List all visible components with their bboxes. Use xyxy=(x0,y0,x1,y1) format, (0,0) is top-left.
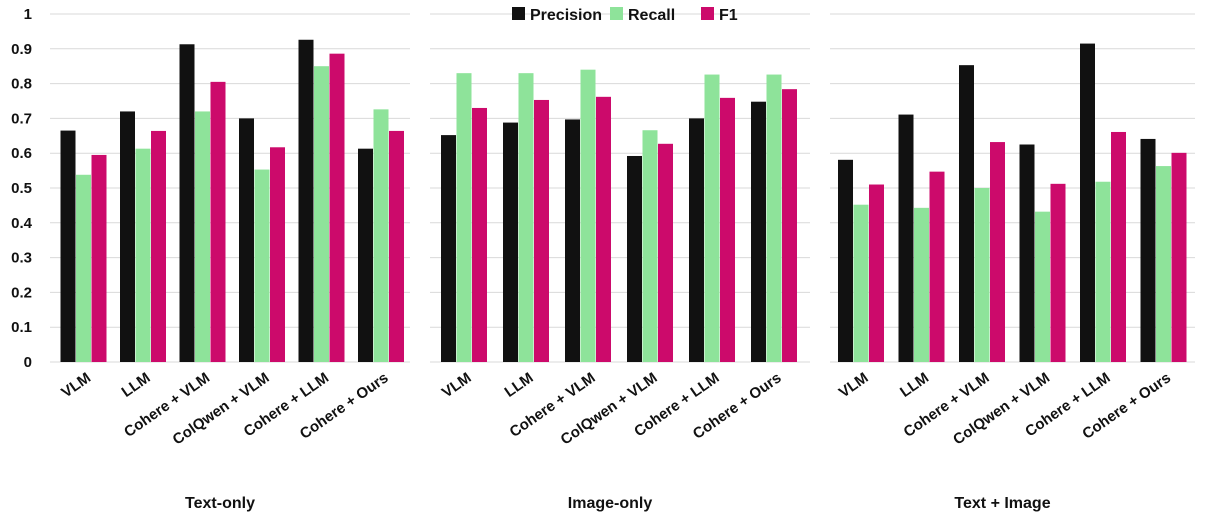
bar-f1 xyxy=(329,53,345,363)
y-tick-label: 0.6 xyxy=(11,145,32,162)
bar-precision xyxy=(358,148,373,362)
y-tick-label: 0 xyxy=(24,354,32,371)
bar-f1 xyxy=(990,142,1005,362)
bar-f1 xyxy=(720,97,735,363)
bar-precision xyxy=(179,44,195,362)
bar-f1 xyxy=(658,143,673,362)
bar-f1 xyxy=(782,89,797,362)
y-tick-label: 0.5 xyxy=(11,180,32,197)
x-category-label: LLM xyxy=(119,369,154,401)
bar-recall xyxy=(518,73,534,362)
legend-swatch-f1 xyxy=(701,7,714,20)
bar-precision xyxy=(60,130,76,362)
bar-f1 xyxy=(151,130,166,362)
bar-recall xyxy=(254,169,270,362)
y-axis: 0 0.1 0.2 0.3 0.4 0.5 0.6 0.7 0.8 0.9 1 xyxy=(11,6,33,371)
bar-precision xyxy=(751,101,766,363)
panel-title: Text-only xyxy=(185,495,255,512)
y-tick-label: 0.8 xyxy=(11,76,32,93)
legend-label: Recall xyxy=(628,7,675,24)
bars xyxy=(60,39,1187,363)
bar-precision xyxy=(959,65,974,362)
bar-f1 xyxy=(91,154,107,362)
legend-label: F1 xyxy=(719,7,738,24)
panel-title: Image-only xyxy=(568,495,653,512)
bar-precision xyxy=(441,135,456,362)
y-tick-label: 1 xyxy=(24,6,32,23)
bar-recall xyxy=(373,109,389,363)
bar-precision xyxy=(627,155,642,362)
y-tick-label: 0.9 xyxy=(11,41,32,58)
y-tick-label: 0.4 xyxy=(11,215,33,232)
x-category-label: LLM xyxy=(897,369,932,401)
x-category-label: VLM xyxy=(836,369,872,401)
bar-f1 xyxy=(596,96,611,362)
bar-recall xyxy=(76,174,91,362)
bar-f1 xyxy=(389,130,404,362)
bar-recall xyxy=(1035,211,1050,362)
bar-recall xyxy=(766,74,782,362)
bar-f1 xyxy=(534,99,549,363)
y-tick-label: 0.1 xyxy=(11,319,32,336)
bar-precision xyxy=(565,119,580,362)
bar-precision xyxy=(239,118,254,363)
bar-precision xyxy=(1080,43,1095,363)
panel-title: Text + Image xyxy=(954,495,1050,512)
bar-precision xyxy=(1019,144,1035,362)
y-tick-label: 0.7 xyxy=(11,110,32,127)
bar-recall xyxy=(1156,166,1171,362)
bar-recall xyxy=(456,73,472,362)
gridlines xyxy=(50,13,1195,363)
legend-swatch-recall xyxy=(610,7,623,20)
bar-f1 xyxy=(1111,131,1126,362)
bar-recall xyxy=(1095,181,1111,362)
bar-precision xyxy=(298,39,314,362)
bar-f1 xyxy=(472,107,487,363)
bar-precision xyxy=(838,159,853,362)
x-category-label: VLM xyxy=(58,369,94,401)
legend-label: Precision xyxy=(530,7,602,24)
bar-recall xyxy=(314,66,329,362)
bar-recall xyxy=(580,69,596,363)
legend: Precision Recall F1 xyxy=(512,7,738,24)
bar-f1 xyxy=(1171,152,1187,362)
bar-precision xyxy=(503,122,518,363)
x-category-label: VLM xyxy=(439,369,475,401)
bar-f1 xyxy=(210,81,226,363)
bar-f1 xyxy=(929,171,945,362)
bar-precision xyxy=(898,114,914,363)
x-category-label: LLM xyxy=(502,369,537,401)
bar-recall xyxy=(642,130,658,362)
y-tick-label: 0.3 xyxy=(11,250,32,267)
y-tick-label: 0.2 xyxy=(11,284,32,301)
bar-recall xyxy=(704,74,720,362)
bar-precision xyxy=(120,111,135,362)
bar-precision xyxy=(1140,138,1156,362)
bar-recall xyxy=(135,148,151,362)
bar-recall xyxy=(195,111,210,362)
panel-titles: Text-only Image-only Text + Image xyxy=(185,495,1051,512)
bar-f1 xyxy=(1050,183,1066,362)
bar-recall xyxy=(914,207,929,362)
bar-f1 xyxy=(270,147,285,362)
bar-f1 xyxy=(869,184,884,362)
bar-recall xyxy=(853,204,869,362)
bar-precision xyxy=(689,118,704,363)
legend-swatch-precision xyxy=(512,7,525,20)
bar-recall xyxy=(974,188,990,362)
